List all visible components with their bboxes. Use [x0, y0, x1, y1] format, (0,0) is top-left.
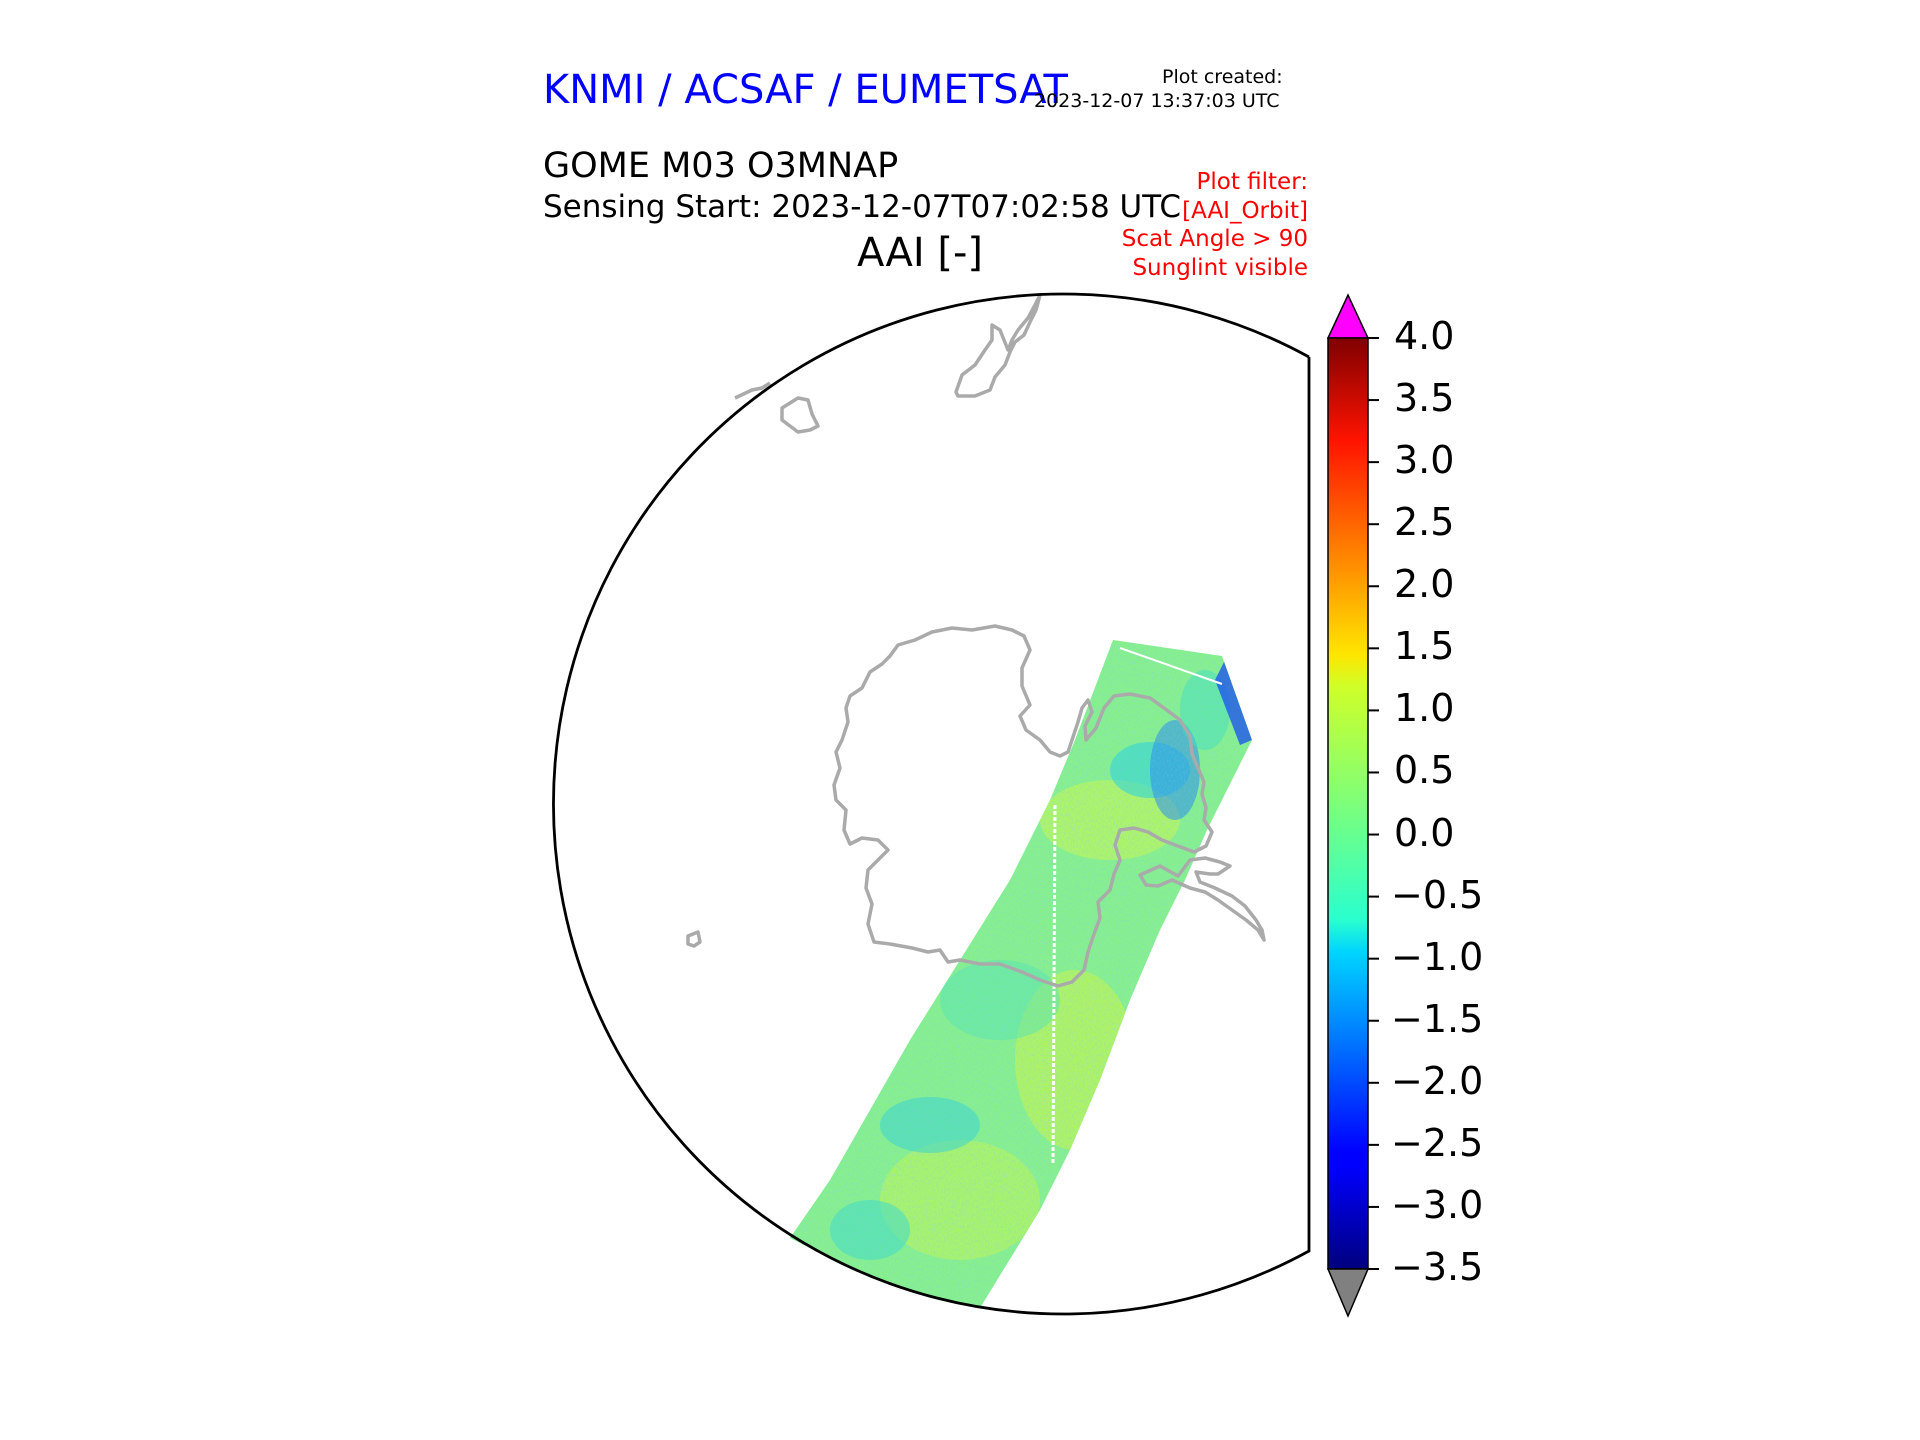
colorbar-tick-label: −3.5 [1391, 1245, 1484, 1289]
colorbar-tick-label: 4.0 [1394, 314, 1455, 358]
colorbar-tick-label: 0.0 [1394, 810, 1455, 855]
plot-filter-line: [AAI_Orbit] [1182, 197, 1308, 224]
colorbar-tick-label: −2.0 [1391, 1058, 1484, 1103]
colorbar-over-extension [1326, 293, 1370, 339]
colorbar-under-extension [1326, 1268, 1370, 1318]
south-america-coastline [954, 293, 1042, 398]
product-name: GOME M03 O3MNAP [543, 146, 899, 186]
plot-created-label: Plot created: [1162, 66, 1283, 88]
coastlines [686, 293, 1266, 988]
colorbar-ticks [1368, 337, 1379, 1270]
plot-filter-block: Plot filter: [AAI_Orbit] Scat Angle > 90… [1122, 168, 1308, 282]
island-coastline [686, 930, 702, 948]
antarctica-coastline [832, 624, 1214, 988]
colorbar-tick-label: 3.5 [1394, 376, 1455, 421]
plot-filter-line: Sunglint visible [1132, 254, 1308, 281]
colorbar-tick-label: 1.0 [1394, 686, 1455, 731]
plot-filter-line: Scat Angle > 90 [1121, 226, 1308, 252]
map-boundary [552, 292, 1311, 1316]
colorbar-tick-label: −1.0 [1391, 934, 1484, 979]
falkland-islands-coastline [780, 396, 820, 434]
coastline-fragment [734, 381, 771, 400]
organization-title: KNMI / ACSAF / EUMETSAT [543, 67, 1068, 113]
map-title: AAI [-] [857, 230, 983, 276]
colorbar-tick-label: 1.5 [1394, 624, 1455, 669]
colorbar-tick-label: −2.5 [1391, 1120, 1484, 1165]
colorbar-tick-label: 3.0 [1394, 438, 1455, 483]
colorbar-tick-label: 2.5 [1394, 500, 1455, 545]
peninsula-coastline [1138, 856, 1266, 942]
plot-created-timestamp: 2023-12-07 13:37:03 UTC [1034, 90, 1280, 112]
colorbar-tick-label: 2.0 [1394, 562, 1455, 607]
sensing-start: Sensing Start: 2023-12-07T07:02:58 UTC [543, 189, 1181, 225]
plot-filter-label: Plot filter: [1196, 169, 1308, 195]
colorbar-tick-label: −0.5 [1391, 872, 1484, 917]
colorbar-tick-label: 0.5 [1394, 748, 1455, 793]
colorbar-gradient [1327, 337, 1369, 1270]
colorbar-tick-label: −1.5 [1391, 996, 1484, 1041]
colorbar-tick-label: −3.0 [1391, 1182, 1484, 1227]
